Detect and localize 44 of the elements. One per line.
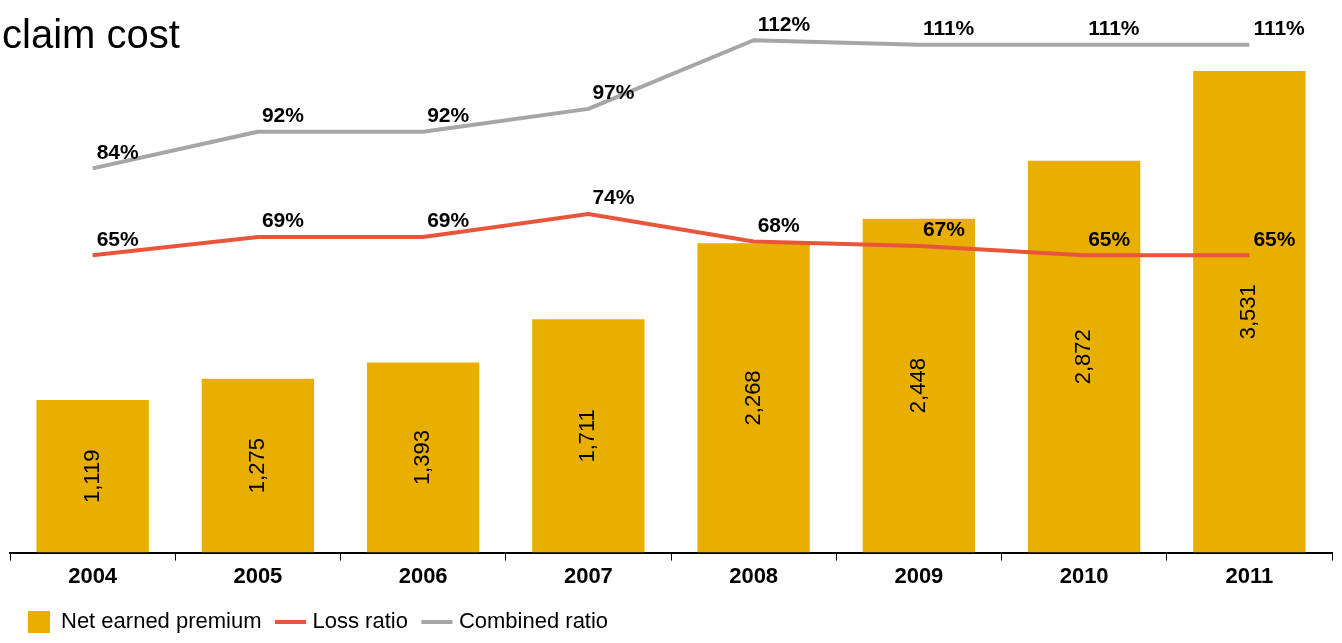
bar (366, 362, 480, 553)
data-label: 92% (261, 103, 305, 127)
data-label: 65% (96, 226, 139, 250)
data-label: 1,711 (574, 409, 600, 463)
bar (862, 218, 976, 553)
bar (201, 378, 315, 553)
data-label: 84% (96, 139, 139, 163)
data-label: 97% (592, 80, 635, 104)
x-tick-label: 2008 (729, 562, 779, 588)
data-label: 3,531 (1235, 284, 1261, 340)
data-label: 65% (1253, 226, 1296, 250)
legend-label: Net earned premium (61, 608, 262, 634)
x-tick-label: 2007 (563, 562, 613, 588)
data-label: 1,393 (409, 430, 435, 486)
chart-title: claim cost (2, 12, 180, 57)
bar (1027, 160, 1141, 553)
data-label: 112% (757, 11, 811, 35)
data-label: 68% (757, 212, 800, 236)
data-label: 1,119 (78, 449, 104, 503)
bar (697, 243, 810, 553)
legend-label: Loss ratio (312, 608, 408, 634)
data-label: 69% (261, 208, 305, 232)
x-tick-label: 2010 (1059, 562, 1109, 588)
legend-label: Combined ratio (458, 608, 609, 634)
x-tick-label: 2004 (68, 562, 118, 588)
data-label: 111% (1253, 16, 1306, 40)
data-label: 74% (592, 185, 635, 209)
bar (36, 399, 149, 553)
x-tick-label: 2006 (398, 562, 448, 588)
data-label: 111% (922, 16, 975, 40)
x-tick-label: 2005 (233, 562, 283, 588)
data-label: 2,268 (739, 370, 765, 426)
data-label: 1,275 (243, 438, 269, 494)
data-label: 111% (1088, 16, 1140, 40)
data-label: 2,872 (1070, 329, 1096, 385)
bar (1193, 70, 1306, 553)
x-tick-label: 2009 (894, 562, 944, 588)
data-label: 92% (427, 103, 470, 127)
x-tick-label: 2011 (1225, 562, 1274, 588)
data-label: 67% (922, 217, 966, 241)
bar (532, 319, 645, 553)
data-label: 65% (1088, 226, 1131, 250)
data-label: 2,448 (904, 358, 930, 414)
data-label: 69% (427, 208, 470, 232)
